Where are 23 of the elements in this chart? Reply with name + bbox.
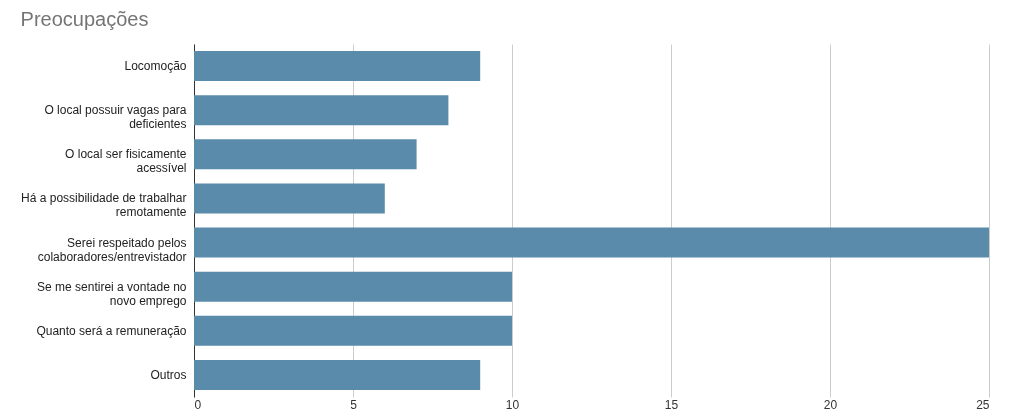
y-tick-label: Locomoção — [124, 59, 187, 74]
bar — [194, 315, 512, 346]
chart-title: Preocupações — [20, 8, 149, 30]
x-tick-label: 0 — [194, 397, 202, 412]
x-tick-label: 10 — [505, 397, 520, 412]
x-tick-label: 25 — [976, 397, 990, 412]
bar — [194, 359, 481, 390]
x-tick-label: 5 — [350, 397, 358, 412]
y-tick-label: Há a possibilidade de trabalhar remotamente — [21, 191, 187, 220]
y-tick-label: Quanto será a remuneração — [36, 323, 187, 338]
bar — [194, 51, 481, 82]
bar — [194, 139, 417, 170]
y-tick-label: O local possuir vagas para deficientes — [44, 103, 187, 132]
bar — [194, 271, 512, 302]
y-tick-label: Serei respeitado pelos colaboradores/entrevistador — [37, 235, 187, 264]
bar — [194, 183, 385, 214]
y-tick-label: Se me sentirei a vontade no novo emprego — [37, 279, 187, 308]
bar — [194, 227, 989, 258]
y-tick-label: Outros — [150, 367, 187, 382]
x-tick-label: 20 — [823, 397, 838, 412]
bar — [194, 95, 449, 126]
y-tick-label: O local ser fisicamente acessível — [65, 147, 187, 176]
x-tick-label: 15 — [664, 397, 679, 412]
